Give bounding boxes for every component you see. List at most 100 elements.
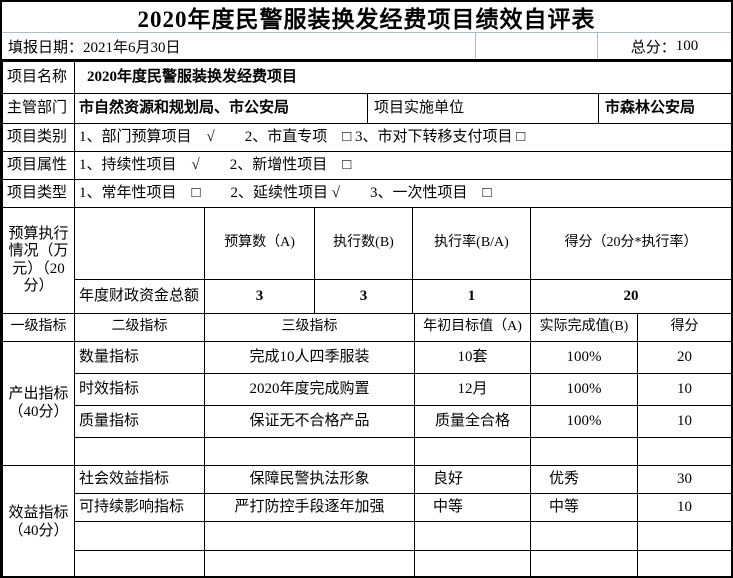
budget-value-rate: 1 xyxy=(412,279,531,314)
indicator-header-target: 年初目标值（A) xyxy=(414,313,531,342)
indicator-level3-cell: 保证无不合格产品 xyxy=(204,405,415,438)
report-date-value: 2021年6月30日 xyxy=(83,39,181,56)
table-row: 年度财政资金总额 3 3 1 20 xyxy=(3,279,731,314)
type-label: 项目类型 xyxy=(2,179,75,208)
department-label: 主管部门 xyxy=(2,93,75,124)
indicator-target-cell: 良好 xyxy=(414,465,531,494)
indicator-target-cell: 12月 xyxy=(414,373,531,406)
indicator-level2-cell: 质量指标 xyxy=(74,405,205,438)
indicator-target-cell: 10套 xyxy=(414,341,531,374)
table-row xyxy=(3,437,731,466)
total-score: 总分： 100 xyxy=(597,33,731,59)
budget-value-b: 3 xyxy=(314,279,413,314)
indicator-level3-cell: 完成10人四季服装 xyxy=(204,341,415,374)
total-score-value: 100 xyxy=(675,37,699,54)
indicator-actual-cell: 100% xyxy=(530,341,638,374)
table-row: 主管部门 市自然资源和规划局、市公安局 项目实施单位 市森林公安局 xyxy=(2,93,731,124)
type-value: 1、常年性项目 □ 2、延续性项目 √ 3、一次性项目 □ xyxy=(73,179,731,208)
category-value: 1、部门预算项目 √ 2、市直专项 □ 3、市对下转移支付项目 □ xyxy=(73,123,731,152)
impl-unit-label: 项目实施单位 xyxy=(367,93,599,124)
indicator-level2-cell: 时效指标 xyxy=(74,373,205,406)
empty-cell xyxy=(204,550,415,576)
table-row: 项目名称 2020年度民警服装换发经费项目 xyxy=(2,61,731,94)
empty-cell xyxy=(204,437,415,466)
budget-value-score: 20 xyxy=(530,279,731,314)
project-info-table: 项目名称 2020年度民警服装换发经费项目 主管部门 市自然资源和规划局、市公安… xyxy=(2,61,731,208)
empty-cell xyxy=(637,437,731,466)
total-score-label: 总分： xyxy=(630,39,676,56)
category-label: 项目类别 xyxy=(2,123,75,152)
indicator-header-level3: 三级指标 xyxy=(204,313,415,342)
indicators-table: 一级指标 二级指标 三级指标 年初目标值（A) 实际完成值(B) 得分 产出指标… xyxy=(2,313,731,576)
indicator-header-level1: 一级指标 xyxy=(2,313,75,342)
indicator-header-score: 得分 xyxy=(637,313,731,342)
report-date-label: 填报日期： xyxy=(8,39,84,56)
attribute-value: 1、持续性项目 √ 2、新增性项目 □ xyxy=(73,151,731,180)
table-row xyxy=(3,521,731,551)
empty-cell xyxy=(530,550,638,576)
table-row: 一级指标 二级指标 三级指标 年初目标值（A) 实际完成值(B) 得分 xyxy=(2,313,731,342)
page-title: 2020年度民警服装换发经费项目绩效自评表 xyxy=(137,7,596,32)
indicator-actual-cell: 中等 xyxy=(530,493,638,522)
indicator-score-cell: 20 xyxy=(637,341,731,374)
report-date: 填报日期： 2021年6月30日 xyxy=(2,33,475,59)
empty-cell xyxy=(74,437,205,466)
project-name-label: 项目名称 xyxy=(2,61,75,94)
department-value: 市自然资源和规划局、市公安局 xyxy=(74,93,368,124)
budget-header-a: 预算数（A) xyxy=(204,207,315,280)
empty-cell xyxy=(530,521,638,551)
empty-cell xyxy=(204,521,415,551)
meta-spacer-cell xyxy=(475,33,597,59)
indicator-level3-cell: 2020年度完成购置 xyxy=(204,373,415,406)
table-row: 预算执行情况（万元）（20分） 预算数（A) 执行数(B) 执行率(B/A) 得… xyxy=(2,207,731,314)
empty-cell xyxy=(414,521,531,551)
attribute-label: 项目属性 xyxy=(2,151,75,180)
empty-cell xyxy=(74,207,205,280)
project-name-value: 2020年度民警服装换发经费项目 xyxy=(73,61,731,94)
indicator-score-cell: 10 xyxy=(637,373,731,406)
budget-value-a: 3 xyxy=(204,279,315,314)
budget-table: 预算执行情况（万元）（20分） 预算数（A) 执行数(B) 执行率(B/A) 得… xyxy=(2,207,731,314)
indicator-level2-cell: 可持续影响指标 xyxy=(74,493,205,522)
table-row: 可持续影响指标 严打防控手段逐年加强 中等 中等 10 xyxy=(3,493,731,522)
budget-section-label: 预算执行情况（万元）（20分） xyxy=(2,207,75,314)
empty-cell xyxy=(74,550,205,576)
title-band: 2020年度民警服装换发经费项目绩效自评表 xyxy=(2,2,731,33)
indicator-actual-cell: 100% xyxy=(530,405,638,438)
indicator-target-cell: 中等 xyxy=(414,493,531,522)
empty-cell xyxy=(637,550,731,576)
indicator-header-level2: 二级指标 xyxy=(74,313,205,342)
benefit-section-label: 效益指标（40分） xyxy=(2,465,75,576)
table-row: 产出指标（40分） 数量指标 完成10人四季服装 10套 100% 20 xyxy=(2,341,731,466)
indicator-actual-cell: 100% xyxy=(530,373,638,406)
meta-row: 填报日期： 2021年6月30日 总分： 100 xyxy=(2,33,731,59)
main-table-area: 项目名称 2020年度民警服装换发经费项目 主管部门 市自然资源和规划局、市公安… xyxy=(2,59,731,576)
indicator-score-cell: 10 xyxy=(637,405,731,438)
table-row: 项目属性 1、持续性项目 √ 2、新增性项目 □ xyxy=(2,151,731,180)
table-row: 时效指标 2020年度完成购置 12月 100% 10 xyxy=(3,373,731,406)
budget-row-label: 年度财政资金总额 xyxy=(74,279,205,314)
empty-cell xyxy=(74,521,205,551)
indicator-target-cell: 质量全合格 xyxy=(414,405,531,438)
table-row: 项目类别 1、部门预算项目 √ 2、市直专项 □ 3、市对下转移支付项目 □ xyxy=(2,123,731,152)
table-row: 项目类型 1、常年性项目 □ 2、延续性项目 √ 3、一次性项目 □ xyxy=(2,179,731,208)
indicator-actual-cell: 优秀 xyxy=(530,465,638,494)
table-row: 质量指标 保证无不合格产品 质量全合格 100% 10 xyxy=(3,405,731,438)
budget-header-score: 得分（20分*执行率） xyxy=(530,207,731,280)
budget-header-rate: 执行率(B/A) xyxy=(412,207,531,280)
empty-cell xyxy=(414,550,531,576)
indicator-header-actual: 实际完成值(B) xyxy=(530,313,638,342)
empty-cell xyxy=(414,437,531,466)
table-row xyxy=(3,550,731,576)
output-section-label: 产出指标（40分） xyxy=(2,341,75,466)
indicator-level3-cell: 严打防控手段逐年加强 xyxy=(204,493,415,522)
indicator-level2-cell: 社会效益指标 xyxy=(74,465,205,494)
indicator-score-cell: 10 xyxy=(637,493,731,522)
indicator-score-cell: 30 xyxy=(637,465,731,494)
budget-header-b: 执行数(B) xyxy=(314,207,413,280)
table-row: 效益指标（40分） 社会效益指标 保障民警执法形象 良好 优秀 30 xyxy=(2,465,731,576)
empty-cell xyxy=(637,521,731,551)
indicator-level2-cell: 数量指标 xyxy=(74,341,205,374)
impl-unit-value: 市森林公安局 xyxy=(597,93,731,124)
